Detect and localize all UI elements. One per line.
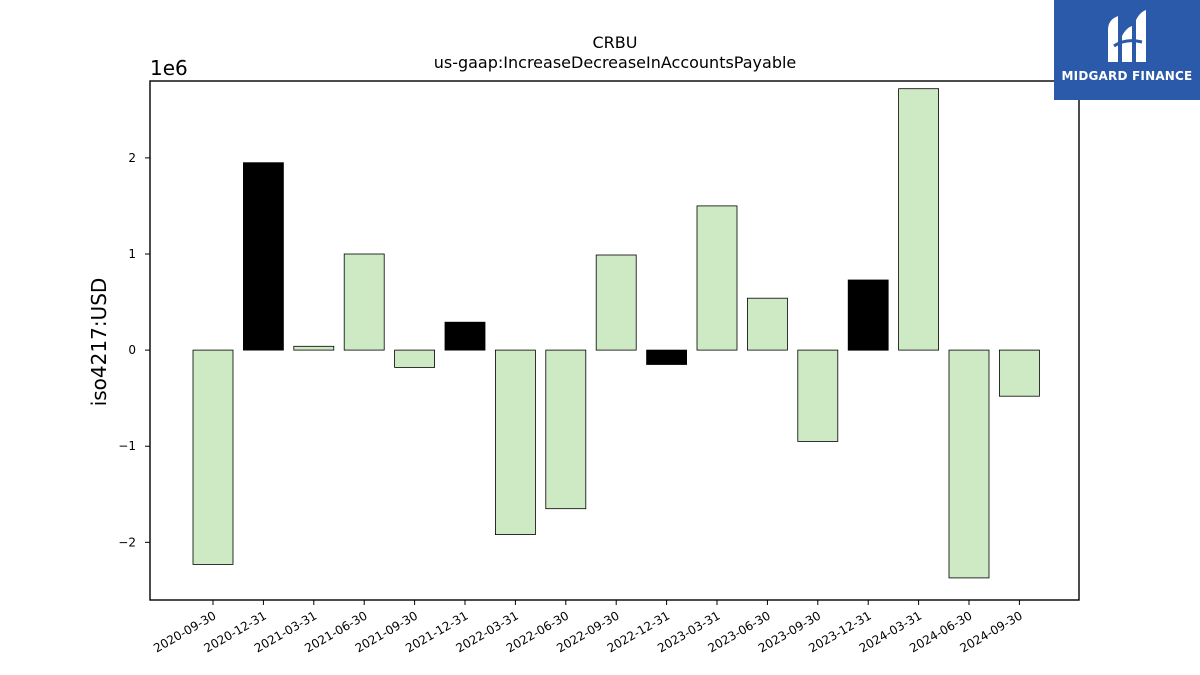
bar-2021-06-30 <box>343 253 385 351</box>
bar-2021-03-31 <box>293 345 335 351</box>
bar-2022-09-30 <box>595 254 637 351</box>
bar-2020-09-30 <box>192 349 234 565</box>
y-tick-label: 0 <box>128 343 136 357</box>
bar-2024-03-31 <box>898 88 939 351</box>
chart-title: CRBU <box>593 33 638 52</box>
chart-subtitle: us-gaap:IncreaseDecreaseInAccountsPayabl… <box>434 53 797 72</box>
brand-name: MIDGARD FINANCE <box>1061 69 1193 83</box>
bar-2024-09-30 <box>999 349 1040 397</box>
bar-2021-09-30 <box>394 349 436 368</box>
bar-2022-03-31 <box>494 349 536 536</box>
bar-2020-12-31 <box>242 162 284 351</box>
y-tick-label: −2 <box>118 535 136 549</box>
y-axis-scale-label: 1e6 <box>150 56 188 80</box>
bar-2023-12-31 <box>847 279 889 351</box>
x-axis: 2020-09-302020-12-312021-03-312021-06-30… <box>151 600 1025 655</box>
plot-frame <box>149 80 1080 601</box>
bar-2021-12-31 <box>444 321 486 351</box>
brand-logo: MIDGARD FINANCE <box>1054 0 1200 100</box>
bar-2023-09-30 <box>797 349 839 442</box>
y-tick-label: 1 <box>128 247 136 261</box>
bar-2022-06-30 <box>545 349 587 510</box>
bars-group <box>192 88 1040 579</box>
bar-2022-12-31 <box>646 349 687 365</box>
y-tick-label: −1 <box>118 439 136 453</box>
bar-2024-06-30 <box>948 349 990 579</box>
bar-2023-03-31 <box>696 205 738 351</box>
midgard-logo-icon <box>1108 10 1146 62</box>
y-axis: −2 −1 0 1 2 <box>118 151 150 549</box>
y-axis-label: iso4217:USD <box>87 278 111 407</box>
y-tick-label: 2 <box>128 151 136 165</box>
bar-2023-06-30 <box>747 297 788 351</box>
